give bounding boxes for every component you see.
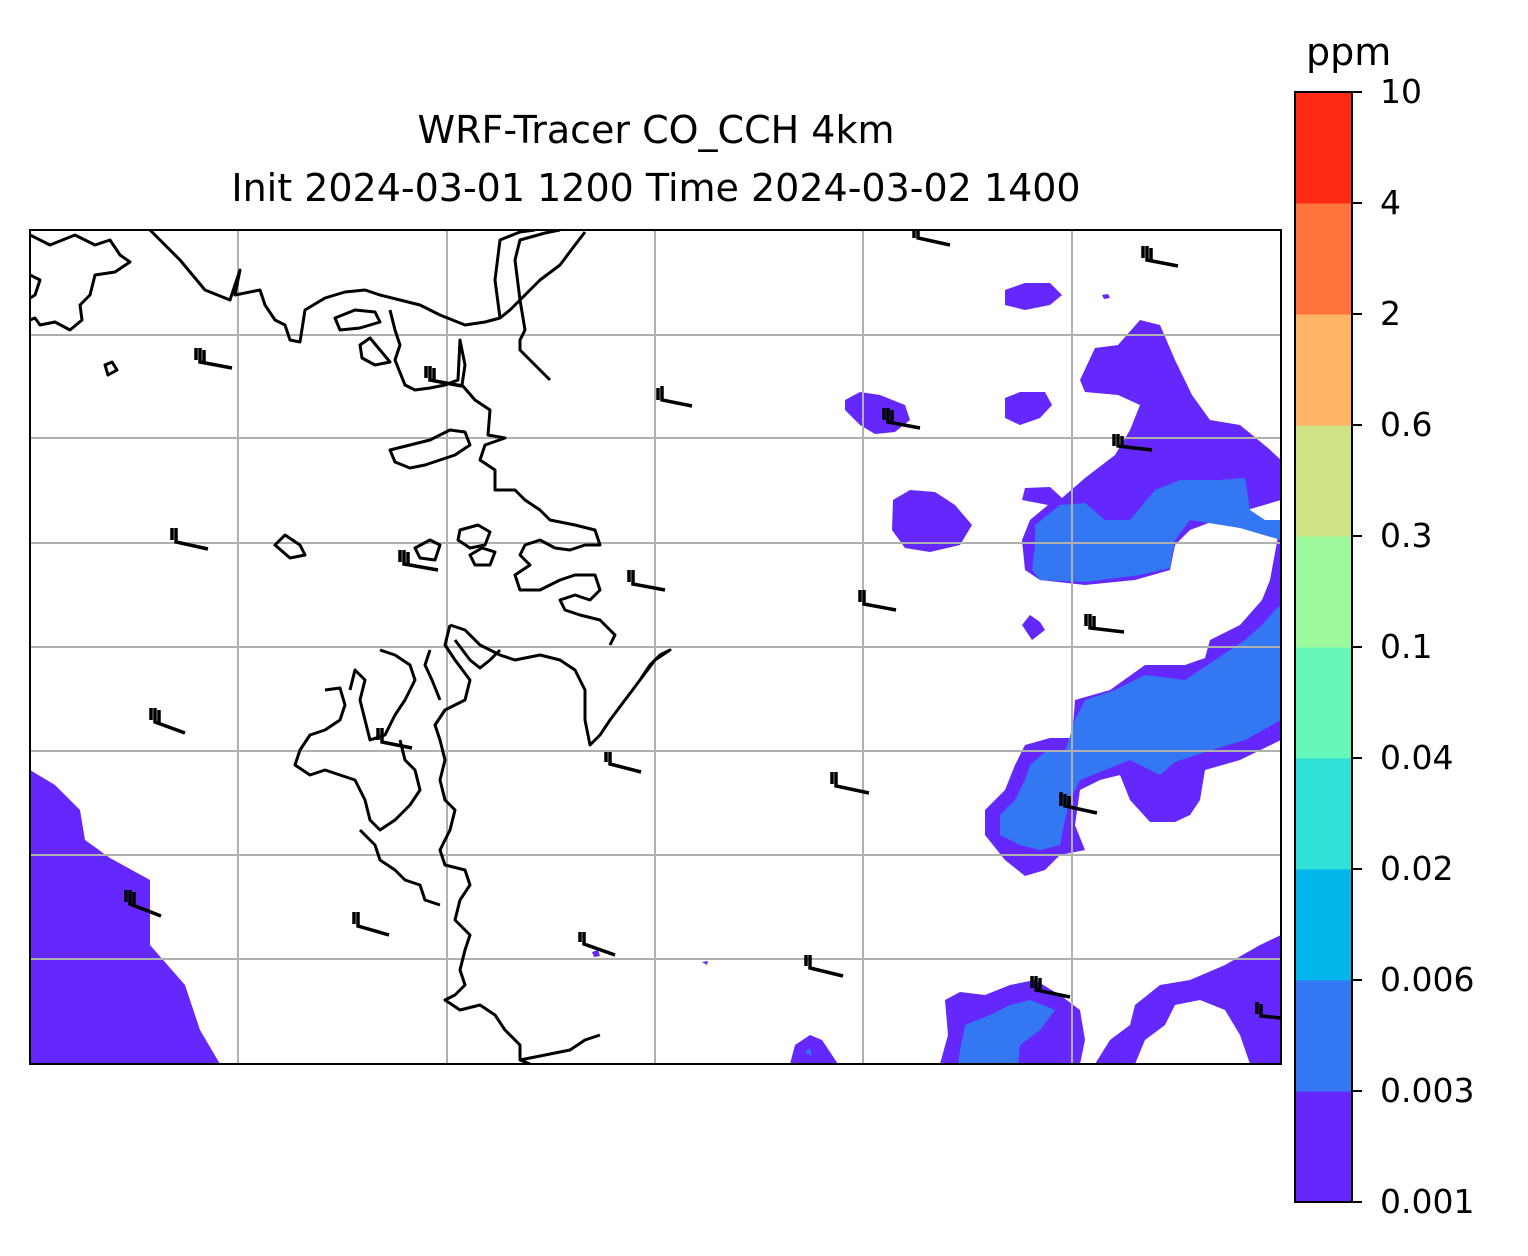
wind-barb-16	[830, 772, 870, 795]
wind-barb-9	[398, 550, 439, 572]
coast-fjord-3	[358, 828, 441, 907]
coast-islet-4	[456, 523, 492, 550]
coast-southern-bay	[519, 1033, 601, 1062]
wind-barb-2	[424, 366, 463, 388]
colorbar-tick-label: 0.02	[1380, 849, 1454, 888]
coast-islet-2	[273, 533, 307, 560]
wind-barb-22	[1030, 976, 1071, 999]
coast-islet-3	[413, 538, 442, 562]
wind-barb-21	[804, 955, 844, 978]
coast-islet-west	[103, 360, 119, 377]
coast-fjord-2	[293, 686, 422, 832]
wind-barb-14	[376, 728, 413, 750]
wind-barb-12	[1084, 614, 1125, 634]
colorbar-tick-label: 4	[1380, 183, 1401, 222]
colorbar-band-3	[1295, 869, 1352, 981]
coast-islet-1	[358, 336, 392, 367]
coast-islet-5	[468, 546, 497, 567]
wind-barb-6	[1141, 246, 1179, 268]
contour-north-tiny	[1102, 294, 1110, 299]
contour2-east-upper	[1032, 478, 1281, 582]
coast-southern-spine	[433, 624, 531, 1064]
colorbar	[1295, 91, 1362, 1203]
coast-north-inlet-3	[518, 231, 587, 302]
map-frame	[29, 229, 1282, 1065]
contour2-south-tiny	[805, 1048, 812, 1056]
coastlines	[30, 230, 672, 1064]
colorbar-tick-label: 0.3	[1380, 516, 1433, 555]
contour2-southeast	[958, 1000, 1055, 1064]
contour2-east-lower	[1000, 605, 1281, 850]
wind-barb-19	[352, 912, 390, 937]
wind-barb-17	[1059, 792, 1098, 815]
wind-barb-20	[578, 932, 616, 957]
contour-north-small	[1005, 283, 1062, 310]
contour-tiny-1	[592, 950, 600, 957]
wind-barb-8	[170, 528, 209, 551]
wind-barb-7	[1112, 434, 1153, 452]
coast-northwest	[30, 233, 132, 332]
colorbar-unit-label: ppm	[1306, 30, 1392, 74]
coast-north-inlet-2	[513, 230, 561, 301]
contour-mid-north	[845, 392, 910, 434]
colorbar-band-1	[1295, 1091, 1352, 1203]
colorbar-tick-label: 0.001	[1380, 1182, 1475, 1221]
wind-barb-10	[627, 570, 666, 592]
coast-fjord-5	[453, 639, 502, 670]
tracer-contours-level-2	[805, 478, 1281, 1064]
colorbar-band-9	[1295, 203, 1352, 315]
wind-barb-18	[124, 890, 162, 918]
contour-southwest	[30, 770, 220, 1064]
colorbar-tick-label: 2	[1380, 294, 1401, 333]
contour-east-small	[1022, 615, 1045, 640]
coast-fjord-4	[423, 649, 442, 701]
coast-northwest-2	[30, 273, 42, 300]
colorbar-frame	[1294, 91, 1353, 1203]
colorbar-band-6	[1295, 536, 1352, 648]
contour-north-blob	[1005, 392, 1052, 425]
colorbar-band-4	[1295, 758, 1352, 870]
coast-fjord-1	[348, 648, 417, 742]
coast-central-spine	[388, 309, 617, 646]
contour-south-small	[790, 1035, 838, 1064]
colorbar-band-7	[1295, 425, 1352, 537]
wind-barb-11	[858, 590, 897, 612]
colorbar-band-2	[1295, 980, 1352, 1092]
colorbar-tick-label: 0.6	[1380, 405, 1433, 444]
wind-barb-3	[656, 386, 693, 408]
colorbar-band-5	[1295, 647, 1352, 759]
colorbar-tick-label: 0.04	[1380, 738, 1454, 777]
colorbar-tick-label: 0.006	[1380, 960, 1475, 999]
colorbar-band-10	[1295, 92, 1352, 204]
coast-peninsula	[449, 623, 672, 747]
coast-mid-lake	[388, 428, 472, 470]
wind-barb-5	[912, 230, 951, 247]
wind-barb-23	[1255, 1002, 1281, 1020]
contour-tiny-2	[702, 961, 708, 965]
colorbar-band-8	[1295, 314, 1352, 426]
wind-barb-4	[882, 408, 921, 430]
colorbar-tick-label: 0.1	[1380, 627, 1433, 666]
plot-title-line-1: WRF-Tracer CO_CCH 4km	[417, 108, 895, 152]
coast-north-ridge	[148, 230, 552, 382]
colorbar-tick-label: 10	[1380, 72, 1422, 111]
colorbar-tick-label: 0.003	[1380, 1071, 1475, 1110]
coast-small-lake	[333, 308, 382, 332]
wind-barb-13	[149, 708, 186, 735]
coast-north-inlet	[493, 230, 536, 319]
contour-center-blob	[892, 490, 972, 552]
wind-barbs	[124, 230, 1281, 1020]
map-plot-area	[30, 230, 1281, 1064]
plot-title-line-2: Init 2024-03-01 1200 Time 2024-03-02 140…	[231, 166, 1081, 210]
contour-southeast-arc	[1095, 935, 1281, 1064]
wind-barb-15	[604, 752, 642, 774]
wind-barb-1	[194, 348, 233, 370]
